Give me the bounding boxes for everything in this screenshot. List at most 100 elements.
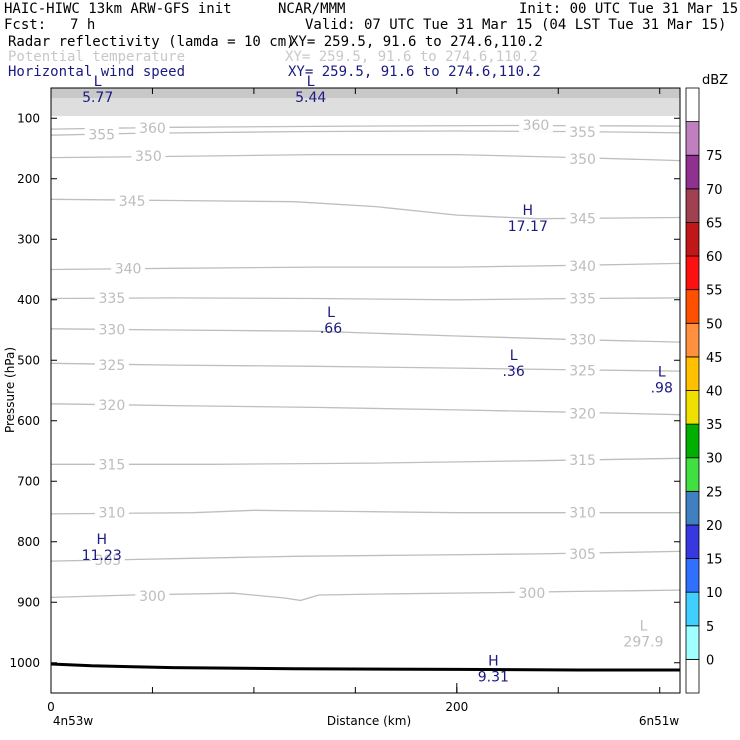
theta-contour-label: 350 <box>569 152 596 168</box>
theta-contour-label: 305 <box>569 547 596 563</box>
colorbar-label: 10 <box>706 586 723 601</box>
theta-contour-label: 305 <box>94 553 121 569</box>
theta-contour-label: 340 <box>569 259 596 275</box>
theta-contour-labels: 300 300 305 305 310 310 315 315 320 320 325 325 330 3… <box>84 116 600 605</box>
y-tick-label: 400 <box>17 293 40 307</box>
colorbar-swatch <box>685 390 700 425</box>
field-reflectivity-xy: XY= 259.5, 91.6 to 274.6,110.2 <box>290 34 543 50</box>
theta-contour-label: 335 <box>99 291 126 307</box>
colorbar-label: 55 <box>706 284 723 299</box>
colorbar-swatch <box>685 154 700 190</box>
wind-extremum-value: 11.23 <box>82 548 122 564</box>
theta-label-bg <box>565 362 600 378</box>
wind-extremum-value: 9.31 <box>478 670 509 686</box>
theta-contour-label: 310 <box>99 506 126 522</box>
theta-contour-label: 335 <box>569 292 596 308</box>
y-tick-label: 500 <box>17 353 40 367</box>
wind-extremum-value: .98 <box>651 380 673 396</box>
field-theta-xy: XY= 259.5, 91.6 to 274.6,110.2 <box>285 49 538 65</box>
theta-label-bg <box>565 124 600 140</box>
theta-label-bg <box>565 545 600 561</box>
colorbar-swatch <box>685 255 700 291</box>
y-tick-label: 800 <box>17 535 40 549</box>
wind-extremum-value: .66 <box>320 321 342 337</box>
theta-contour-label: 355 <box>569 125 596 141</box>
field-reflectivity-name: Radar reflectivity (lamda = 10 cm) <box>8 34 295 50</box>
theta-label-bg <box>94 504 129 520</box>
wind-extremum-value: .36 <box>502 364 524 380</box>
colorbar-swatch <box>685 121 700 156</box>
theta-label-bg <box>565 290 600 306</box>
colorbar-label: 35 <box>706 418 723 433</box>
colorbar-swatch <box>685 457 700 492</box>
colorbar-swatch <box>685 558 700 593</box>
colorbar-label: 30 <box>706 452 723 467</box>
theta-label-bg <box>135 119 170 135</box>
colorbar-swatch <box>685 625 700 660</box>
x-tick-label: 200 <box>445 700 468 714</box>
theta-contour-label: 355 <box>88 128 115 144</box>
colorbar-swatch <box>685 322 700 358</box>
colorbar: 0 5 10 15 20 25 30 35 40 45 50 55 60 65 70 75 dBZ <box>685 73 728 694</box>
y-axis-label: Pressure (hPa) <box>3 347 17 433</box>
theta-contour-label: 300 <box>519 586 546 602</box>
x-right-endpoint: 6n51w <box>639 714 680 728</box>
colorbar-label: 65 <box>706 216 723 231</box>
theta-label-bg <box>94 357 129 373</box>
wind-extremum-marker: H <box>488 654 499 670</box>
colorbar-unit: dBZ <box>702 73 728 88</box>
theta-extremum-value: 297.9 <box>623 635 663 651</box>
valid-time: Valid: 07 UTC Tue 31 Mar 15 (04 LST Tue … <box>305 17 727 33</box>
theta-label-bg <box>565 150 600 166</box>
theta-contour-310 <box>50 509 680 515</box>
wind-extremum-marker: L <box>307 74 315 90</box>
colorbar-swatch <box>685 87 700 123</box>
colorbar-swatch <box>685 222 700 257</box>
colorbar-swatch <box>685 524 700 559</box>
wind-extremum-marker: L <box>94 74 102 90</box>
colorbar-swatch <box>685 591 700 627</box>
wind-extremum-marker: H <box>96 532 107 548</box>
x-left-endpoint: 4n53w <box>53 714 94 728</box>
plot-frame <box>50 87 681 694</box>
wind-extremum-marker: L <box>327 305 335 321</box>
theta-label-bg <box>565 257 600 273</box>
terrain-line <box>50 662 680 672</box>
fcst-value: 7 h <box>70 17 96 33</box>
theta-label-bg <box>565 452 600 468</box>
colorbar-swatch <box>685 188 700 223</box>
colorbar-label: 25 <box>706 485 723 500</box>
colorbar-label: 0 <box>706 653 714 668</box>
theta-label-bg <box>94 321 129 337</box>
field-wind-xy: XY= 259.5, 91.6 to 274.6,110.2 <box>288 64 541 80</box>
theta-contour-label: 300 <box>139 589 166 605</box>
x-tick-label: 0 <box>47 700 55 714</box>
wind-extremum-value: 5.44 <box>295 90 326 106</box>
theta-label-bg <box>518 116 553 132</box>
theta-contour-label: 325 <box>569 364 596 380</box>
colorbar-swatch <box>685 289 700 324</box>
theta-label-bg <box>94 456 129 472</box>
colorbar-swatch <box>685 423 700 459</box>
theta-contour-label: 330 <box>99 322 126 338</box>
theta-contour-label: 325 <box>99 358 126 374</box>
theta-label-bg <box>84 126 119 142</box>
wind-extremum-marker: L <box>510 348 518 364</box>
colorbar-label: 20 <box>706 519 723 534</box>
wind-extremum-value: 17.17 <box>508 219 548 235</box>
theta-label-bg <box>94 289 129 305</box>
theta-label-bg <box>111 260 146 276</box>
y-tick-label: 900 <box>17 595 40 609</box>
wind-extremum-marker: L <box>658 364 666 380</box>
theta-label-bg <box>131 147 166 163</box>
theta-label-bg <box>90 551 125 567</box>
fcst-label: Fcst: <box>4 17 47 33</box>
y-tick-label: 300 <box>17 232 40 246</box>
colorbar-swatch <box>685 490 700 526</box>
field-theta-name: Potential temperature <box>8 49 186 65</box>
axes: 100 200 300 400 500 600 700 800 900 1000 0 200 <box>9 88 680 714</box>
theta-label-bg <box>565 504 600 520</box>
theta-contour-label: 320 <box>569 406 596 422</box>
